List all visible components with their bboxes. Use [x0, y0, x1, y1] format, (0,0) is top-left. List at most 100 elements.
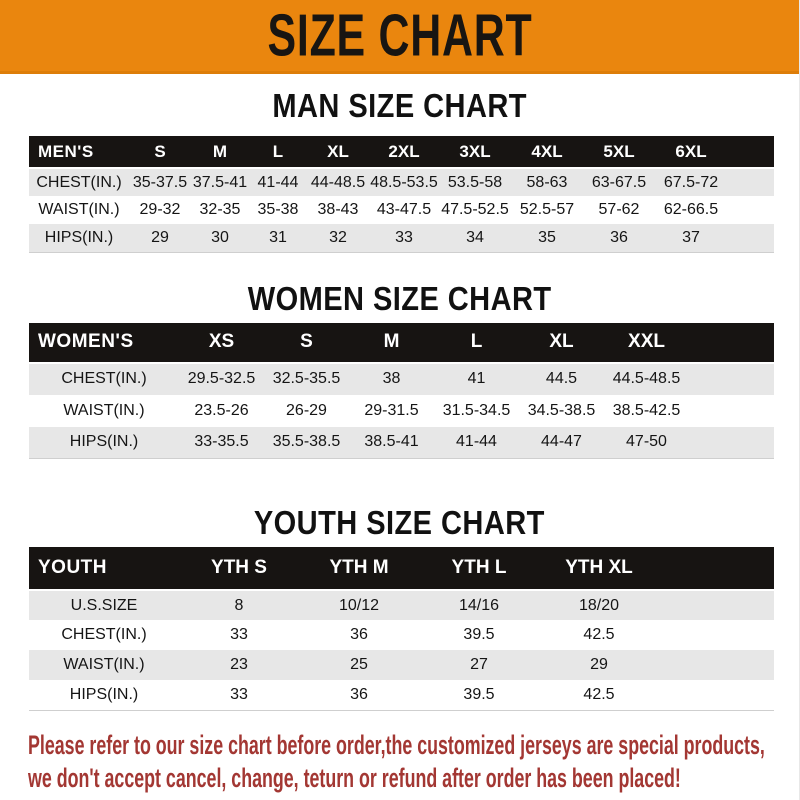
row-label: U.S.SIZE — [29, 589, 179, 620]
size-value: 32-35 — [199, 201, 241, 218]
size-value: 33 — [230, 626, 248, 643]
size-value: 27 — [470, 656, 488, 673]
row-label: HIPS(IN.) — [44, 228, 114, 246]
size-value: 41-44 — [249, 167, 307, 196]
women-corner-label: WOMEN'S — [38, 331, 134, 352]
men-size-table: MEN'S S M L XL 2XL 3XL 4XL 5XL 6XL CHEST… — [29, 136, 774, 253]
size-value: 44-48.5 — [307, 167, 369, 196]
size-value: 37 — [682, 228, 700, 246]
row-label: WAIST(IN.) — [38, 201, 120, 218]
row-label: HIPS(IN.) — [69, 433, 139, 451]
row-label: HIPS(IN.) — [69, 685, 139, 703]
size-value: 31.5-34.5 — [442, 401, 511, 419]
size-value: 42.5 — [583, 685, 615, 703]
youth-header-row: YOUTH YTH S YTH M YTH L YTH XL — [29, 547, 774, 590]
size-value: 44-47 — [541, 433, 582, 451]
spacer-cell — [659, 650, 774, 680]
size-value: 23 — [230, 656, 248, 673]
size-value: 62-66.5 — [663, 201, 719, 218]
size-value: 14/16 — [419, 589, 539, 620]
row-label: WAIST(IN.) — [63, 401, 145, 419]
size-value: 8 — [179, 589, 299, 620]
size-value: 29-32 — [139, 201, 181, 218]
spacer-cell — [659, 589, 774, 620]
women-chest-row: CHEST(IN.) 29.5-32.5 32.5-35.5 38 41 44.… — [29, 361, 774, 395]
size-value: 67.5-72 — [655, 167, 727, 196]
size-value: 41-44 — [456, 433, 497, 451]
size-value: 29-31.5 — [364, 401, 419, 419]
size-value: 43-47.5 — [376, 201, 432, 218]
banner-title: SIZE CHART — [267, 2, 532, 69]
size-value: 57-62 — [598, 201, 640, 218]
size-value: 35-38 — [257, 201, 299, 218]
size-value: 32 — [329, 228, 347, 246]
youth-size-table: YOUTH YTH S YTH M YTH L YTH XL U.S.SIZE … — [29, 547, 774, 711]
women-waist-row: WAIST(IN.) 23.5-26 26-29 29-31.5 31.5-34… — [29, 395, 774, 427]
size-value: 34.5-38.5 — [527, 401, 596, 419]
women-header-row: WOMEN'S XS S M L XL XXL — [29, 322, 774, 363]
youth-ussize-row: U.S.SIZE 8 10/12 14/16 18/20 — [29, 589, 774, 620]
banner: SIZE CHART — [0, 0, 799, 74]
men-size-header: 6XL — [675, 141, 707, 161]
spacer-cell — [689, 395, 774, 427]
women-size-table: WOMEN'S XS S M L XL XXL CHEST(IN.) 29.5-… — [29, 322, 774, 459]
size-value: 39.5 — [463, 626, 495, 643]
size-value: 37.5-41 — [191, 167, 249, 196]
size-value: 58-63 — [511, 167, 583, 196]
spacer-cell — [689, 427, 774, 459]
size-value: 47.5-52.5 — [441, 201, 509, 218]
youth-hips-row: HIPS(IN.) 33 36 39.5 42.5 — [29, 680, 774, 710]
spacer-cell — [659, 620, 774, 650]
men-waist-row: WAIST(IN.) 29-32 32-35 35-38 38-43 43-47… — [29, 196, 774, 224]
men-section-heading: MAN SIZE CHART — [0, 86, 799, 126]
women-size-header: L — [470, 331, 483, 352]
size-value: 18/20 — [539, 589, 659, 620]
size-value: 32.5-35.5 — [264, 361, 349, 395]
size-value: 10/12 — [299, 589, 419, 620]
size-value: 41 — [434, 361, 519, 395]
size-value: 44.5 — [519, 361, 604, 395]
size-value: 38.5-42.5 — [612, 401, 681, 419]
size-value: 33-35.5 — [194, 433, 249, 451]
size-value: 38.5-41 — [364, 433, 419, 451]
men-hips-row: HIPS(IN.) 29 30 31 32 33 34 35 36 37 — [29, 224, 774, 252]
size-value: 53.5-58 — [439, 167, 511, 196]
row-label: WAIST(IN.) — [63, 656, 145, 673]
size-value: 23.5-26 — [194, 401, 249, 419]
spacer-cell — [727, 224, 774, 252]
women-size-header: XXL — [628, 331, 665, 352]
size-value: 29.5-32.5 — [179, 361, 264, 395]
spacer-cell — [727, 136, 774, 168]
size-value: 47-50 — [626, 433, 667, 451]
size-value: 25 — [350, 656, 368, 673]
size-value: 36 — [350, 626, 368, 643]
spacer-cell — [689, 323, 774, 363]
size-value: 38 — [349, 361, 434, 395]
women-section-heading: WOMEN SIZE CHART — [0, 277, 799, 321]
size-value: 34 — [466, 228, 484, 246]
row-label: CHEST(IN.) — [29, 361, 179, 395]
men-size-header: L — [272, 141, 284, 161]
youth-size-header: YTH M — [329, 557, 389, 578]
women-heading-text: WOMEN SIZE CHART — [247, 279, 552, 317]
row-label: CHEST(IN.) — [29, 167, 129, 196]
men-size-header: 5XL — [603, 141, 635, 161]
size-value: 29 — [151, 228, 169, 246]
men-header-row: MEN'S S M L XL 2XL 3XL 4XL 5XL 6XL — [29, 136, 774, 168]
footer-line2: we don't accept cancel, change, teturn o… — [28, 762, 681, 793]
size-value: 38-43 — [317, 201, 359, 218]
men-corner-label: MEN'S — [38, 141, 94, 161]
size-value: 35 — [538, 228, 556, 246]
men-size-header: S — [154, 141, 166, 161]
size-value: 33 — [395, 228, 413, 246]
youth-size-header: YTH L — [451, 557, 507, 578]
youth-size-header: YTH S — [211, 557, 267, 578]
size-value: 36 — [350, 685, 368, 703]
size-value: 35-37.5 — [129, 167, 191, 196]
spacer-cell — [727, 167, 774, 196]
size-value: 52.5-57 — [519, 201, 575, 218]
size-value: 35.5-38.5 — [272, 433, 341, 451]
women-size-header: S — [300, 331, 313, 352]
youth-section-heading: YOUTH SIZE CHART — [0, 501, 799, 545]
